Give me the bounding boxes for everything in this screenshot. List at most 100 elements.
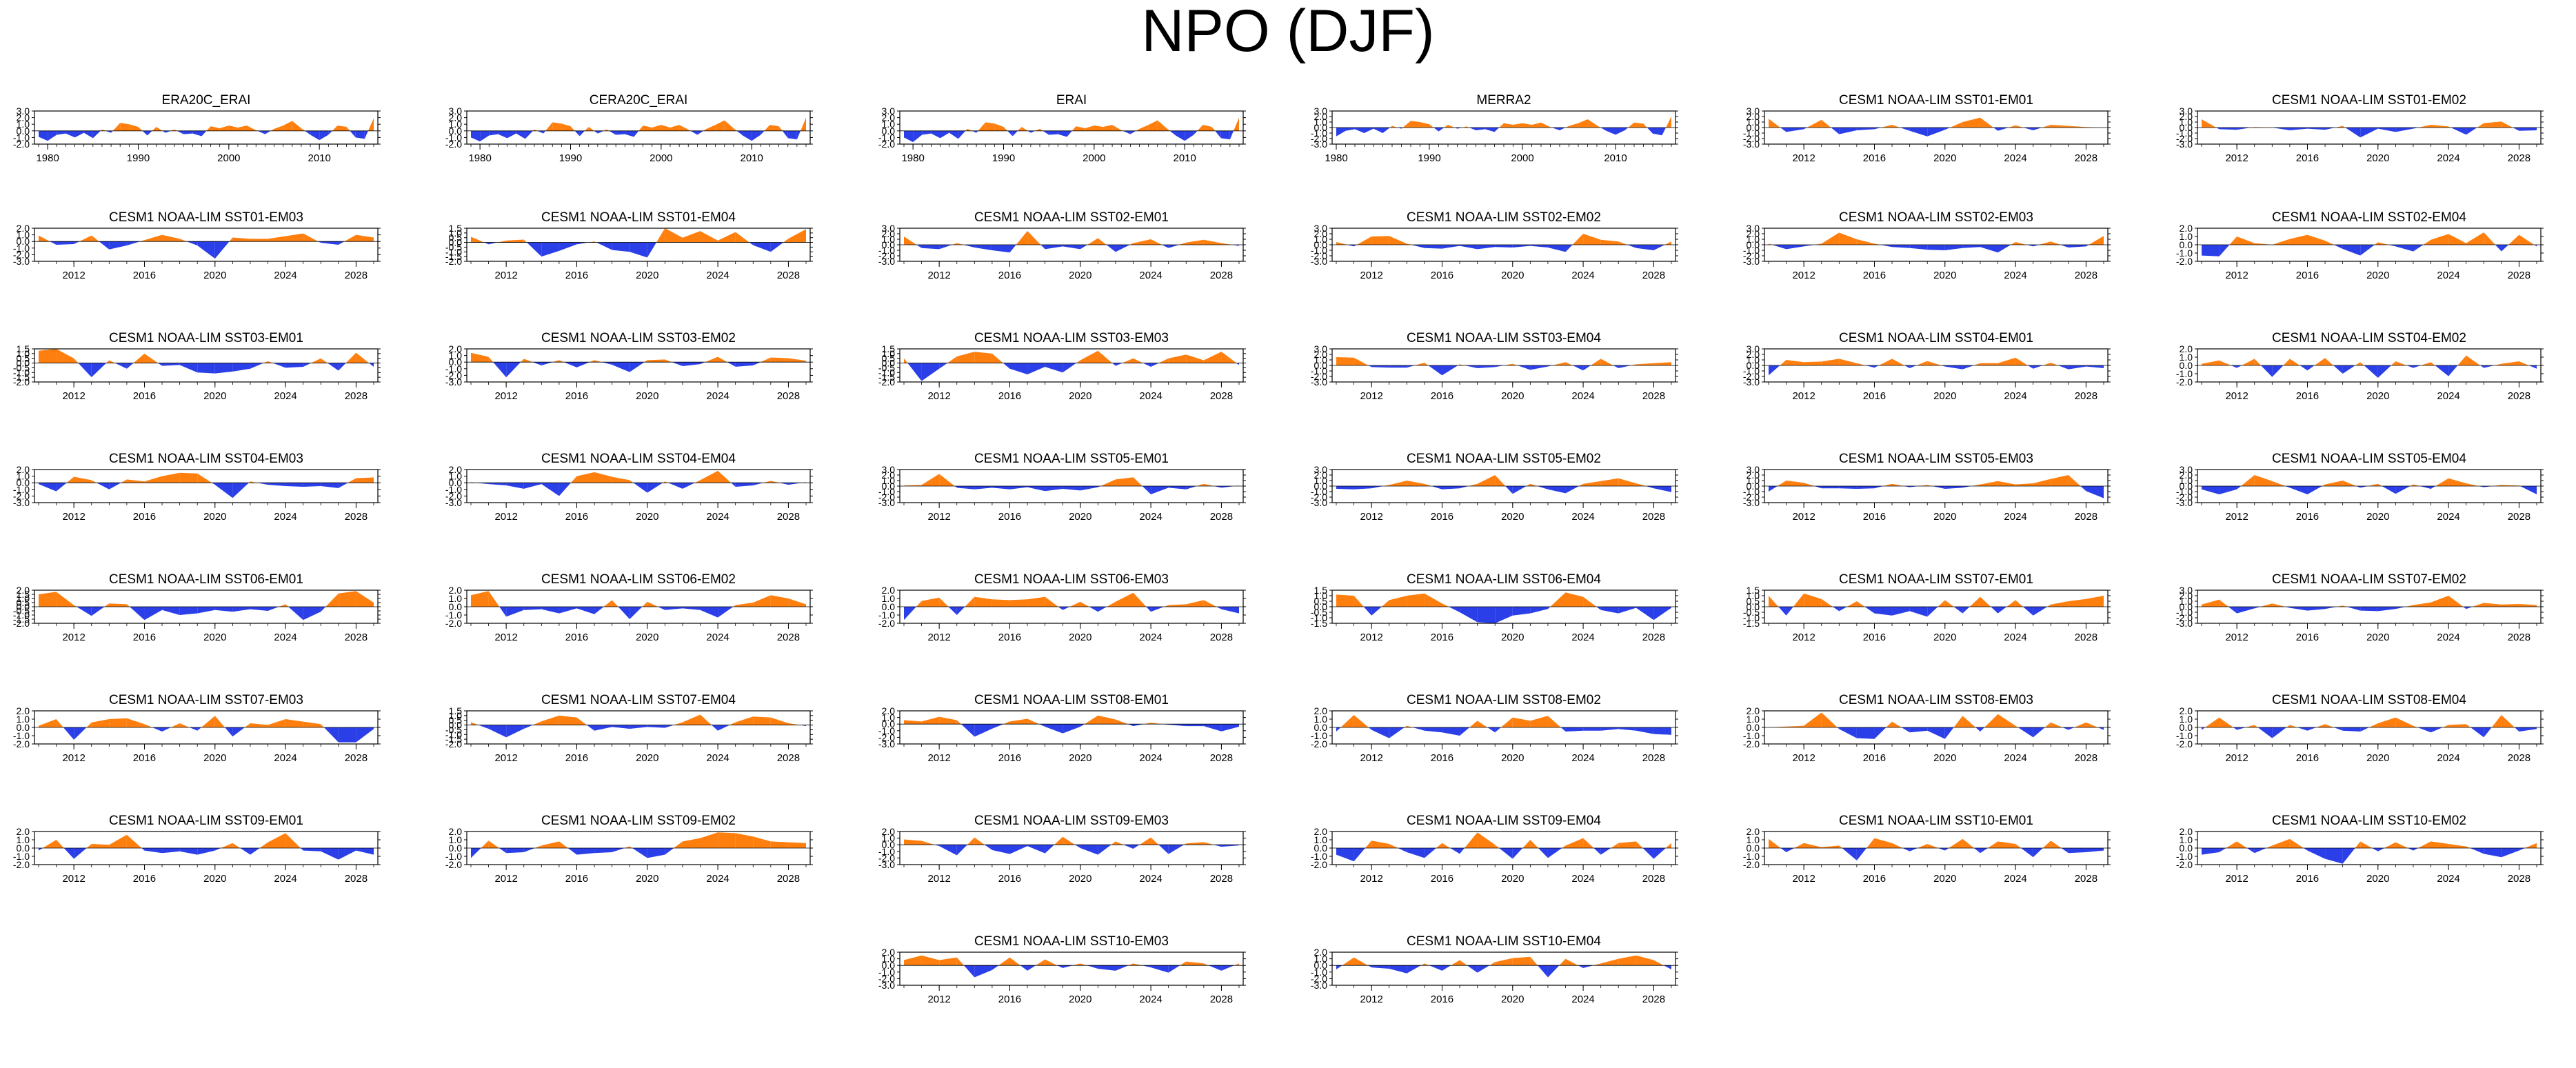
negative-area	[2466, 128, 2477, 135]
x-tick-label: 2028	[2508, 152, 2530, 164]
positive-area	[1530, 840, 1538, 848]
negative-area	[476, 483, 489, 485]
panel: CESM1 NOAA-LIM SST05-EM023.02.01.00.0-1.…	[1311, 452, 1678, 523]
negative-area	[2202, 848, 2220, 855]
positive-area	[1998, 714, 2016, 727]
negative-area	[498, 130, 507, 139]
negative-area	[2261, 365, 2273, 377]
panel-title: CESM1 NOAA-LIM SST06-EM01	[109, 572, 303, 587]
panel-title: CESM1 NOAA-LIM SST10-EM02	[2272, 814, 2466, 828]
x-tick-label: 2024	[1571, 632, 1594, 643]
y-tick-label: 2.0	[449, 585, 463, 596]
positive-area	[497, 240, 507, 243]
y-tick-label: -1.0	[1311, 851, 1327, 862]
positive-area	[2254, 725, 2258, 727]
y-tick-label: -1.0	[13, 609, 30, 621]
negative-area	[682, 483, 695, 489]
negative-area	[712, 725, 718, 731]
negative-area	[1063, 965, 1073, 969]
negative-area	[543, 130, 546, 134]
negative-area	[240, 848, 250, 855]
positive-area	[700, 470, 718, 483]
x-tick-label: 2020	[1933, 632, 1956, 643]
negative-area	[574, 130, 580, 137]
negative-area	[162, 848, 180, 854]
negative-area	[303, 848, 321, 852]
x-tick-label: 2016	[1431, 632, 1453, 643]
positive-area	[1998, 481, 2016, 486]
panel-title: CERA20C_ERAI	[590, 93, 688, 108]
x-tick-label: 2016	[1431, 994, 1453, 1005]
negative-area	[214, 607, 233, 612]
positive-area	[760, 357, 771, 363]
positive-area	[1184, 843, 1187, 845]
positive-area	[2420, 362, 2431, 365]
positive-area	[91, 844, 110, 848]
negative-area	[39, 483, 57, 492]
negative-area	[735, 362, 754, 367]
positive-area	[1139, 837, 1151, 845]
positive-area	[674, 722, 683, 725]
positive-area	[1336, 357, 1354, 365]
negative-area	[1980, 727, 1985, 732]
y-tick-label: -1.0	[13, 851, 30, 862]
negative-area	[2528, 365, 2537, 369]
positive-area	[1098, 350, 1113, 363]
y-tick-label: 1.0	[882, 593, 896, 604]
negative-area	[225, 727, 233, 737]
negative-area	[1856, 848, 1867, 860]
y-tick-label: 2.0	[2180, 343, 2193, 354]
positive-area	[2342, 481, 2357, 486]
y-tick-label: 0.0	[882, 358, 896, 369]
negative-area	[1009, 845, 1028, 854]
positive-area	[1565, 125, 1569, 128]
positive-area	[916, 601, 922, 607]
x-tick-label: 2016	[998, 511, 1021, 523]
y-tick-label: -2.0	[2176, 612, 2193, 623]
negative-area	[630, 362, 645, 372]
panel: CESM1 NOAA-LIM SST07-EM011.51.00.50.0-0.…	[1743, 572, 2111, 643]
y-tick-label: 2.0	[449, 826, 463, 837]
positive-area	[1076, 360, 1080, 363]
positive-area	[1664, 241, 1671, 245]
positive-area	[1080, 350, 1098, 363]
negative-area	[616, 130, 625, 135]
negative-area	[690, 130, 698, 135]
positive-area	[694, 480, 701, 483]
positive-area	[74, 476, 92, 483]
y-tick-label: -2.0	[13, 490, 30, 501]
positive-area	[2325, 241, 2334, 245]
y-tick-label: 0.5	[449, 232, 463, 243]
panel-title: CESM1 NOAA-LIM SST04-EM03	[109, 452, 303, 466]
negative-area	[1565, 727, 1584, 732]
x-tick-label: 1980	[901, 152, 924, 164]
negative-area	[1058, 130, 1067, 137]
x-tick-label: 2028	[1642, 632, 1665, 643]
x-tick-label: 2024	[1571, 752, 1594, 764]
positive-area	[1547, 716, 1561, 727]
negative-area	[179, 848, 198, 855]
positive-area	[2431, 596, 2449, 607]
plot-frame	[466, 710, 811, 745]
positive-area	[126, 604, 130, 607]
negative-area	[1460, 727, 1470, 736]
negative-area	[2431, 727, 2443, 733]
positive-area	[1600, 359, 1613, 365]
positive-area	[1804, 483, 1815, 486]
y-tick-label: 1.5	[1747, 585, 1760, 596]
positive-area	[1080, 963, 1087, 966]
panel: CESM1 NOAA-LIM SST02-EM023.02.01.00.0-1.…	[1311, 210, 1678, 281]
panel: CESM1 NOAA-LIM SST10-EM022.01.00.0-1.0-2…	[2176, 814, 2544, 885]
negative-area	[1530, 245, 1548, 248]
negative-area	[1221, 724, 1239, 732]
positive-area	[2051, 840, 2062, 848]
negative-area	[1045, 486, 1063, 492]
positive-area	[1136, 128, 1140, 131]
negative-area	[612, 725, 630, 729]
positive-area	[1085, 125, 1094, 131]
positive-area	[718, 470, 732, 483]
negative-area	[1208, 965, 1222, 971]
negative-area	[1547, 486, 1566, 494]
negative-area	[1214, 845, 1222, 847]
positive-area	[1892, 843, 1903, 848]
